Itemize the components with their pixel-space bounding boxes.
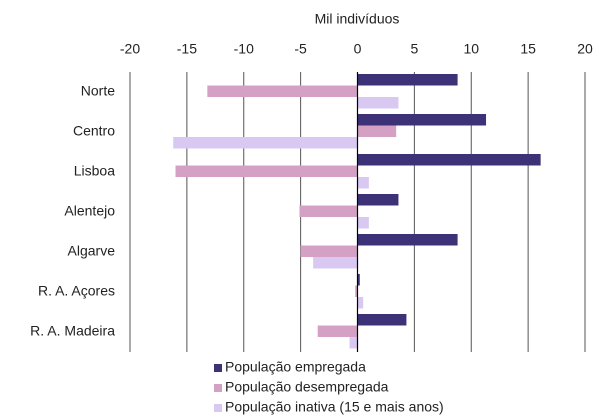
x-tick-label: -5 (294, 41, 307, 57)
x-tick-label: -20 (120, 41, 140, 57)
bar (357, 274, 360, 286)
bar (355, 285, 358, 297)
x-tick-label: 0 (354, 41, 362, 57)
axis-title: Mil indivíduos (315, 11, 400, 27)
category-label: Centro (73, 123, 115, 139)
x-tick-label: -10 (234, 41, 254, 57)
category-label: Norte (81, 83, 115, 99)
bar (357, 177, 369, 189)
bar (357, 154, 541, 166)
bar (175, 165, 358, 177)
x-tick-label: 15 (520, 41, 536, 57)
category-label: R. A. Açores (38, 283, 115, 299)
legend-swatch (214, 384, 222, 392)
bar (357, 125, 397, 137)
legend-swatch (214, 364, 222, 372)
bar (349, 337, 358, 349)
category-label: Lisboa (74, 163, 115, 179)
bar (173, 137, 358, 149)
category-label: R. A. Madeira (30, 323, 115, 339)
x-tick-label: 5 (410, 41, 418, 57)
bar (357, 234, 458, 246)
bar (299, 205, 358, 217)
bar (357, 114, 487, 126)
x-tick-label: 10 (463, 41, 479, 57)
bar (317, 325, 358, 337)
bar (357, 194, 399, 206)
category-label: Algarve (68, 243, 116, 259)
bar (300, 245, 358, 257)
legend-swatch (214, 404, 222, 412)
category-label: Alentejo (64, 203, 115, 219)
bar (207, 85, 358, 97)
bar (357, 217, 369, 229)
legend-label: População desempregada (225, 379, 389, 395)
bar (357, 297, 364, 309)
bar (357, 314, 407, 326)
legend-label: População empregada (225, 359, 366, 375)
x-tick-label: -15 (177, 41, 197, 57)
bar (313, 257, 358, 269)
bar (357, 74, 458, 86)
x-tick-label: 20 (577, 41, 593, 57)
legend-label: População inativa (15 e mais anos) (225, 399, 444, 415)
bar (357, 97, 399, 109)
